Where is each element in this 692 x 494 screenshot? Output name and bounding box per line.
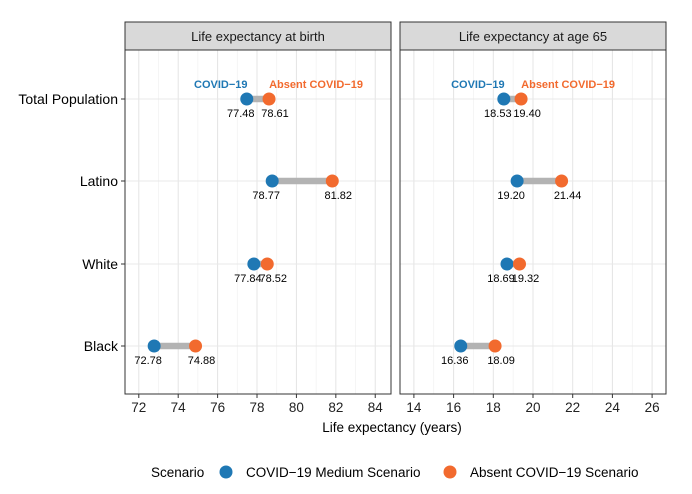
value-label-covid: 18.69 xyxy=(487,273,515,285)
point-covid xyxy=(510,174,524,188)
point-covid xyxy=(147,339,161,353)
y-axis: Total Population Latino White Black xyxy=(18,91,125,354)
x-tick-label: 82 xyxy=(328,400,343,415)
annotation-covid: COVID−19 xyxy=(194,79,248,91)
value-label-covid: 16.36 xyxy=(441,355,469,367)
point-covid xyxy=(265,174,279,188)
point-absent xyxy=(555,174,569,188)
value-label-absent: 18.09 xyxy=(487,355,515,367)
legend-swatch-absent xyxy=(443,465,457,479)
point-absent xyxy=(260,257,274,271)
x-axis-title: Life expectancy (years) xyxy=(322,420,462,435)
x-tick-label: 26 xyxy=(645,400,660,415)
y-tick-label: Latino xyxy=(80,173,118,189)
point-covid xyxy=(454,339,468,353)
value-label-absent: 78.52 xyxy=(259,273,287,285)
point-covid xyxy=(247,257,261,271)
value-label-absent: 21.44 xyxy=(554,190,582,202)
value-label-absent: 78.61 xyxy=(261,108,289,120)
value-label-covid: 18.53 xyxy=(484,108,512,120)
point-covid xyxy=(240,92,254,106)
legend-label-covid: COVID−19 Medium Scenario xyxy=(246,465,420,480)
panels: Life expectancy at birth 72 74 76 78 80 82 84 77… xyxy=(124,21,667,415)
legend-title: Scenario xyxy=(151,465,204,480)
point-covid xyxy=(497,92,511,106)
legend-swatch-covid xyxy=(219,465,233,479)
value-label-covid: 77.84 xyxy=(234,273,262,285)
point-absent xyxy=(189,339,203,353)
value-label-absent: 19.32 xyxy=(512,273,540,285)
panel-2: Life expectancy at age 65 14 16 18 20 22 24 26 1… xyxy=(399,21,667,415)
x-tick-label: 14 xyxy=(406,400,422,415)
x-tick-label: 24 xyxy=(605,400,621,415)
y-tick-label: Total Population xyxy=(18,91,118,107)
x-tick-label: 74 xyxy=(171,400,187,415)
y-tick-label: Black xyxy=(84,338,119,354)
x-tick-label: 72 xyxy=(131,400,146,415)
annotation-absent: Absent COVID−19 xyxy=(269,79,363,91)
x-tick-label: 76 xyxy=(210,400,225,415)
point-absent xyxy=(514,92,528,106)
x-tick-label: 78 xyxy=(249,400,264,415)
panel-border xyxy=(124,49,392,395)
value-label-covid: 72.78 xyxy=(134,355,162,367)
point-covid xyxy=(500,257,514,271)
value-label-covid: 78.77 xyxy=(252,190,280,202)
legend: Scenario COVID−19 Medium Scenario Absent… xyxy=(151,465,638,480)
y-tick-label: White xyxy=(82,256,118,272)
value-label-covid: 19.20 xyxy=(497,190,525,202)
point-absent xyxy=(262,92,276,106)
panel-strip xyxy=(124,21,392,51)
x-tick-label: 18 xyxy=(486,400,501,415)
x-tick-label: 16 xyxy=(446,400,461,415)
value-label-absent: 81.82 xyxy=(325,190,353,202)
x-tick-label: 84 xyxy=(368,400,384,415)
x-tick-label: 22 xyxy=(565,400,580,415)
point-absent xyxy=(488,339,502,353)
panel-1: Life expectancy at birth 72 74 76 78 80 82 84 77… xyxy=(124,21,392,415)
x-tick-label: 20 xyxy=(525,400,540,415)
point-absent xyxy=(513,257,527,271)
annotation-covid: COVID−19 xyxy=(451,79,505,91)
legend-label-absent: Absent COVID−19 Scenario xyxy=(470,465,638,480)
value-label-covid: 77.48 xyxy=(227,108,255,120)
x-tick-label: 80 xyxy=(289,400,304,415)
point-absent xyxy=(325,174,339,188)
panel-title: Life expectancy at age 65 xyxy=(459,29,607,44)
value-label-absent: 74.88 xyxy=(188,355,216,367)
panel-title: Life expectancy at birth xyxy=(191,29,325,44)
value-label-absent: 19.40 xyxy=(513,108,541,120)
annotation-absent: Absent COVID−19 xyxy=(521,79,615,91)
